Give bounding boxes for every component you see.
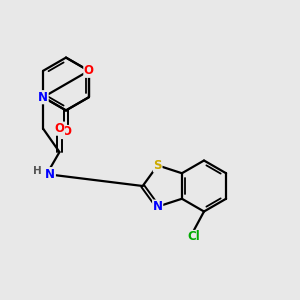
Text: O: O xyxy=(61,125,71,139)
Text: Cl: Cl xyxy=(187,230,200,244)
Text: N: N xyxy=(38,91,48,104)
Text: O: O xyxy=(84,64,94,77)
Text: N: N xyxy=(153,200,163,213)
Text: O: O xyxy=(55,122,64,135)
Text: N: N xyxy=(45,168,55,181)
Text: H: H xyxy=(33,166,41,176)
Text: S: S xyxy=(153,159,162,172)
